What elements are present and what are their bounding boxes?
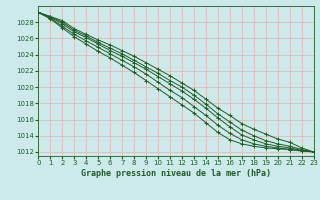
X-axis label: Graphe pression niveau de la mer (hPa): Graphe pression niveau de la mer (hPa) xyxy=(81,169,271,178)
